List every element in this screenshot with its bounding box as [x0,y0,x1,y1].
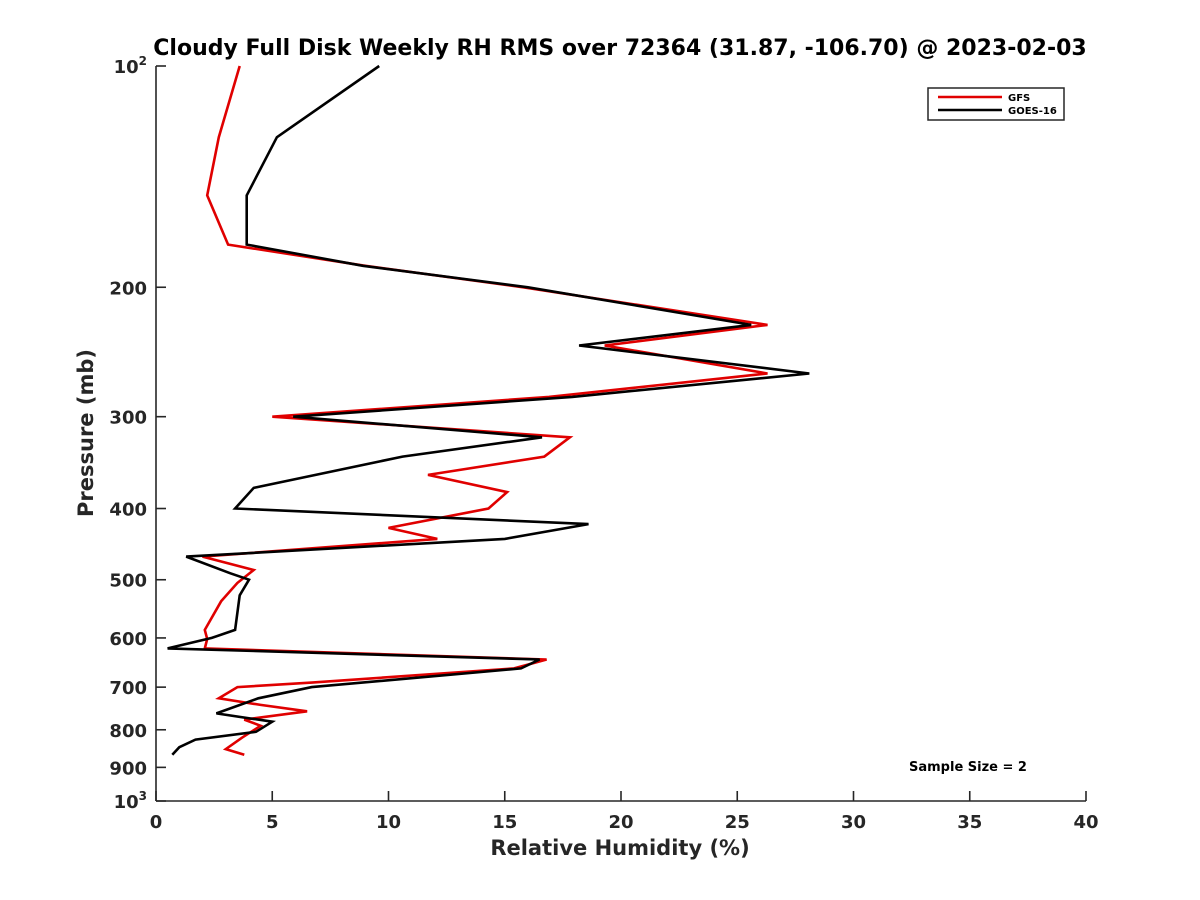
legend-label-gfs: GFS [1008,93,1030,104]
x-tick-label: 5 [266,812,279,833]
x-axis-ticks: 0 5 10 15 20 25 30 35 40 [150,791,1099,833]
y-axis-label: Pressure (mb) [74,349,98,517]
x-tick-label: 40 [1073,812,1098,833]
y-tick-label: 600 [109,629,147,650]
x-tick-label: 30 [841,812,866,833]
legend-label-goes16: GOES-16 [1008,106,1057,117]
sample-size-annotation: Sample Size = 2 [909,760,1027,775]
x-tick-label: 15 [492,812,517,833]
y-tick-label: 300 [109,408,147,429]
y-tick-label: 400 [109,500,147,521]
y-tick-label: 103 [114,789,147,813]
legend-box [927,87,1065,121]
x-tick-label: 10 [376,812,401,833]
x-tick-label: 25 [725,812,750,833]
y-tick-label: 102 [114,54,147,78]
y-tick-label: 700 [109,678,147,699]
series-line-goes16 [167,64,810,756]
x-tick-label: 0 [150,812,163,833]
x-tick-label: 35 [957,812,982,833]
legend: GFS GOES-16 [927,87,1065,121]
y-tick-label: 200 [109,278,147,299]
y-tick-label: 800 [109,721,147,742]
x-tick-label: 20 [608,812,633,833]
x-axis-label: Relative Humidity (%) [490,836,749,860]
chart-title: Cloudy Full Disk Weekly RH RMS over 7236… [153,36,1086,61]
y-axis-ticks: 102 200 300 400 500 600 700 800 900 103 [109,54,166,813]
series-lines [167,64,810,756]
y-tick-label: 500 [109,571,147,592]
y-tick-label: 900 [109,758,147,779]
